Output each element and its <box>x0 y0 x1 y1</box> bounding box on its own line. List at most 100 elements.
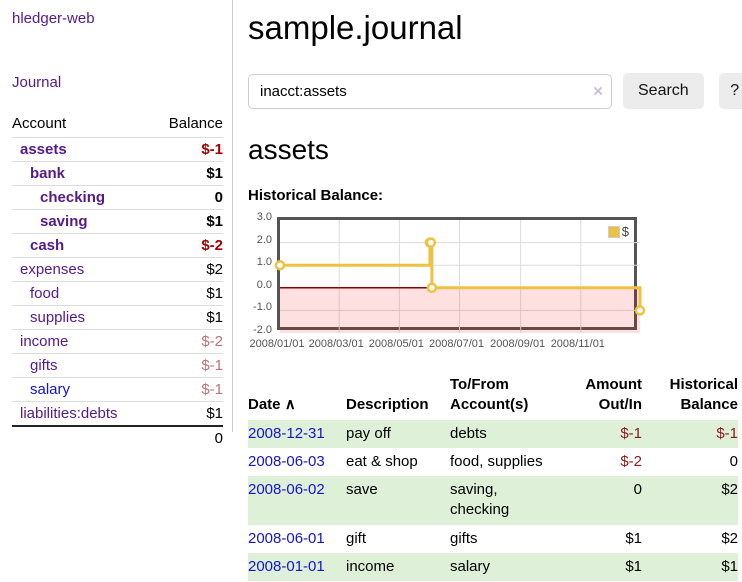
account-balance: $1 <box>151 209 223 234</box>
date-cell: 2008-06-01 <box>248 525 346 553</box>
data-point <box>634 305 646 316</box>
chart-title: Historical Balance: <box>248 187 384 204</box>
search-input[interactable] <box>248 73 612 109</box>
x-tick-label: 2008/09/01 <box>490 338 546 350</box>
app-title-link[interactable]: hledger-web <box>12 10 95 27</box>
account-name-cell: income <box>12 329 152 354</box>
account-row: income $-2 <box>12 329 223 354</box>
account-link[interactable]: liabilities:debts <box>20 405 118 422</box>
date-column-header[interactable]: Date ∧ <box>248 396 296 414</box>
amount-cell: 0 <box>562 476 642 525</box>
y-tick-label: 3.0 <box>256 211 272 223</box>
description-cell: gift <box>346 529 367 547</box>
amount-cell: $1 <box>625 529 642 547</box>
account-balance: $1 <box>151 401 223 426</box>
account-row: gifts $-1 <box>12 353 223 378</box>
account-name-cell: checking <box>12 185 152 210</box>
account-link[interactable]: expenses <box>20 261 85 278</box>
account-balance: $1 <box>151 161 223 186</box>
balance-column-header: Historical Balance <box>669 376 738 414</box>
account-row: liabilities:debts $1 <box>12 401 223 426</box>
account-row: checking 0 <box>12 185 223 210</box>
accounts-cell: saving, checking <box>450 476 562 525</box>
account-balance: 0 <box>151 185 223 210</box>
account-name-cell: salary <box>12 377 152 402</box>
description-cell: pay off <box>346 419 450 448</box>
help-button[interactable]: ? <box>718 73 742 109</box>
register-row: 2008-06-01 gift gifts $1 $2 <box>248 525 738 553</box>
transaction-date-link[interactable]: 2008-12-31 <box>248 424 325 442</box>
register-row: 2008-12-31 pay off debts $-1 $-1 <box>248 419 738 448</box>
legend-swatch <box>607 225 620 238</box>
search-button[interactable]: Search <box>623 73 704 109</box>
x-tick-label: 2008/05/01 <box>368 338 424 350</box>
register-row: 2008-01-01 income salary $1 $1 <box>248 552 738 581</box>
account-link[interactable]: cash <box>30 237 65 254</box>
transaction-date-link[interactable]: 2008-06-01 <box>248 529 325 547</box>
y-tick-label: 1.0 <box>256 256 272 269</box>
data-point <box>426 282 438 294</box>
y-tick-label: -2.0 <box>253 324 272 336</box>
account-balance: $-1 <box>151 353 223 378</box>
account-total-row: 0 <box>12 425 223 450</box>
balance-cell: $2 <box>642 476 738 525</box>
account-table-header: Account Balance <box>12 112 223 138</box>
account-link[interactable]: bank <box>30 165 66 182</box>
date-cell: 2008-12-31 <box>248 419 346 448</box>
search-form: × Search ? <box>248 73 742 109</box>
amount-cell: $-1 <box>562 419 642 448</box>
main-content: sample.journal × Search ? assets Histori… <box>233 0 742 581</box>
accounts-cell: debts <box>450 419 562 448</box>
chart-canvas <box>274 220 646 333</box>
account-link[interactable]: income <box>20 333 69 350</box>
date-cell: 2008-06-02 <box>248 476 346 525</box>
transaction-date-link[interactable]: 2008-06-03 <box>248 452 325 470</box>
account-link[interactable]: food <box>30 285 60 302</box>
account-name-cell: expenses <box>12 257 152 282</box>
account-row: salary $-1 <box>12 377 223 402</box>
y-tick-label: 0.0 <box>256 278 272 291</box>
account-name-cell: liabilities:debts <box>12 401 152 426</box>
account-link[interactable]: salary <box>30 381 71 398</box>
x-tick-label: 2008/03/01 <box>308 338 364 350</box>
transaction-date-link[interactable]: 2008-06-02 <box>248 481 325 498</box>
account-row: supplies $1 <box>12 305 223 330</box>
description-column-header: Description <box>346 396 429 414</box>
description-cell: income <box>346 552 450 581</box>
account-row: food $1 <box>12 281 223 306</box>
spacer <box>12 425 152 450</box>
historical-balance-chart: 3.0 2.0 1.0 0.0 -1.0 -2.0 $ 2008/01/01 2008/03… <box>248 211 742 354</box>
account-row: expenses $2 <box>12 257 223 282</box>
data-point <box>425 237 437 248</box>
register-row: 2008-06-03 eat & shop food, supplies $-2 0 <box>248 448 738 476</box>
account-link[interactable]: assets <box>20 141 67 158</box>
account-balance: $1 <box>151 281 223 306</box>
x-tick-label: 2008/11/01 <box>550 338 605 350</box>
account-name-cell: assets <box>12 137 152 162</box>
account-name-cell: supplies <box>12 305 152 330</box>
register-table: Date ∧ Description To/From Account(s) Am… <box>248 371 738 581</box>
account-link[interactable]: checking <box>40 189 106 206</box>
description-cell: save <box>346 476 450 525</box>
transaction-date-link[interactable]: 2008-01-01 <box>248 557 325 575</box>
account-name-cell: bank <box>12 161 152 186</box>
account-balance: $2 <box>151 257 223 282</box>
chart-plot-area: $ <box>274 217 646 333</box>
clear-search-icon[interactable]: × <box>593 81 603 101</box>
legend-label: $ <box>621 224 629 239</box>
amount-cell: $1 <box>562 552 642 581</box>
page-title: sample.journal <box>248 9 463 46</box>
account-link[interactable]: supplies <box>30 309 86 326</box>
account-link[interactable]: gifts <box>30 357 58 374</box>
x-tick-label: 2008/01/01 <box>249 338 305 350</box>
account-balance: $-1 <box>151 137 223 162</box>
accounts-cell: food, supplies <box>450 452 543 470</box>
account-link[interactable]: saving <box>40 213 88 230</box>
balance-cell: $1 <box>642 552 738 581</box>
negative-region <box>280 287 640 333</box>
x-tick-label: 2008/07/01 <box>428 338 485 350</box>
balance-cell: $-1 <box>642 419 738 448</box>
sidebar-item-journal[interactable]: Journal <box>12 74 62 91</box>
chart-legend: $ <box>605 223 631 240</box>
balance-cell: $2 <box>721 529 738 547</box>
